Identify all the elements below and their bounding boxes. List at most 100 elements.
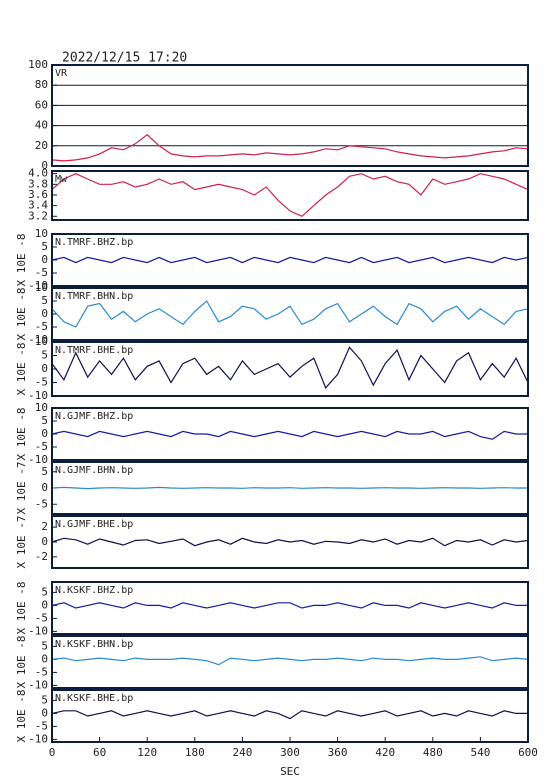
trace <box>51 602 528 609</box>
panel-frame <box>51 461 529 515</box>
y-tick-label: 80 <box>35 78 48 91</box>
y-tick-label: 3.4 <box>28 199 48 212</box>
trace <box>51 486 528 490</box>
y-tick-label: 3.2 <box>28 209 48 222</box>
panel-frame <box>51 341 529 397</box>
panel-background <box>52 342 528 396</box>
trace <box>51 346 529 390</box>
y-tick-label: 3.8 <box>28 177 48 190</box>
trace <box>51 133 529 162</box>
trace <box>51 537 529 547</box>
trace <box>51 300 529 328</box>
panel-frame <box>51 233 529 287</box>
y-tick-label: 20 <box>35 139 48 152</box>
x-tick-label: 420 <box>375 746 395 759</box>
y-tick-label: 10 <box>35 281 48 294</box>
y-tick-label: 0 <box>41 362 48 375</box>
y-axis-label: X 10E -8 <box>15 690 28 743</box>
panel-label: N.GJMF.BHZ.bp <box>55 411 133 422</box>
panel-label: N.KSKF.BHE.bp <box>55 693 133 704</box>
y-tick-label: 0 <box>41 598 48 611</box>
x-tick-label: 60 <box>93 746 106 759</box>
y-axis-label: X 10E -7 <box>15 462 28 515</box>
panel-frame <box>51 287 529 341</box>
panel-frame <box>51 170 529 221</box>
x-tick-label: 480 <box>423 746 443 759</box>
y-tick-label: -5 <box>35 719 48 732</box>
y-tick-label: 3.6 <box>28 188 48 201</box>
y-axis-label: X 10E -8 <box>15 234 28 287</box>
panel-label: N.TMRF.BHZ.bp <box>55 237 133 248</box>
y-tick-label: 5 <box>41 414 48 427</box>
y-tick-label: -5 <box>35 320 48 333</box>
x-tick-label: 600 <box>518 746 538 759</box>
y-tick-label: 5 <box>41 294 48 307</box>
y-tick-label: 0 <box>41 706 48 719</box>
x-tick-label: 360 <box>328 746 348 759</box>
panel-label: N.GJMF.BHN.bp <box>55 465 133 476</box>
y-axis-label: X 10E -8 <box>15 408 28 461</box>
panel-label: N.KSKF.BHZ.bp <box>55 585 133 596</box>
y-tick-label: 60 <box>35 98 48 111</box>
y-tick-label: 0 <box>41 481 48 494</box>
y-tick-label: -10 <box>28 279 48 292</box>
x-tick-label: 540 <box>470 746 490 759</box>
panel-frame <box>51 635 529 689</box>
trace <box>51 710 528 720</box>
panel-label: Mw <box>55 174 68 185</box>
y-tick-label: -10 <box>28 678 48 691</box>
y-tick-label: -10 <box>28 732 48 745</box>
panel-frame <box>51 581 529 635</box>
panel-frame <box>51 407 529 461</box>
y-tick-label: 10 <box>35 401 48 414</box>
panel-label: N.TMRF.BHN.bp <box>55 291 133 302</box>
panel-label: N.GJMF.BHE.bp <box>55 519 133 530</box>
panel-background <box>52 171 528 220</box>
x-tick-label: 300 <box>280 746 300 759</box>
y-tick-label: -2 <box>35 550 48 563</box>
y-tick-label: 2 <box>41 520 48 533</box>
y-tick-label: -10 <box>28 389 48 402</box>
y-tick-label: 0 <box>41 159 48 172</box>
panel-frame <box>51 515 529 569</box>
y-tick-label: 0 <box>41 253 48 266</box>
panel-label: VR <box>55 68 68 79</box>
y-axis-label: X 10E -8 <box>15 582 28 635</box>
y-axis-label: X 10E -7 <box>15 516 28 569</box>
panel-background <box>52 636 528 688</box>
trace <box>51 256 529 264</box>
y-tick-label: -5 <box>35 611 48 624</box>
trace <box>51 173 529 218</box>
chart-title: 2022/12/15 17:20 <box>62 51 187 66</box>
y-tick-label: 0 <box>41 652 48 665</box>
panel-background <box>52 288 528 340</box>
y-tick-label: 10 <box>35 335 48 348</box>
y-tick-label: -5 <box>35 376 48 389</box>
x-tick-label: 0 <box>49 746 56 759</box>
y-tick-label: 5 <box>41 349 48 362</box>
y-tick-label: 0 <box>41 427 48 440</box>
x-tick-label: 120 <box>137 746 157 759</box>
y-tick-label: 5 <box>41 639 48 652</box>
panel-background <box>52 234 528 286</box>
trace <box>51 430 528 440</box>
panel-frame <box>51 64 529 167</box>
x-tick-label: 240 <box>232 746 252 759</box>
y-tick-label: 100 <box>28 58 48 71</box>
y-axis-label: X 10E -8 <box>15 343 28 396</box>
y-tick-label: -10 <box>28 624 48 637</box>
y-tick-label: -5 <box>35 497 48 510</box>
panel-label: N.TMRF.BHE.bp <box>55 345 133 356</box>
y-tick-label: 40 <box>35 119 48 132</box>
y-tick-label: 4.0 <box>28 167 48 180</box>
panel-background <box>52 65 528 166</box>
y-tick-label: -5 <box>35 440 48 453</box>
y-tick-label: 5 <box>41 585 48 598</box>
y-tick-label: 5 <box>41 465 48 478</box>
y-tick-label: 0 <box>41 307 48 320</box>
y-tick-label: -5 <box>35 665 48 678</box>
y-tick-label: 5 <box>41 240 48 253</box>
y-tick-label: -10 <box>28 333 48 346</box>
